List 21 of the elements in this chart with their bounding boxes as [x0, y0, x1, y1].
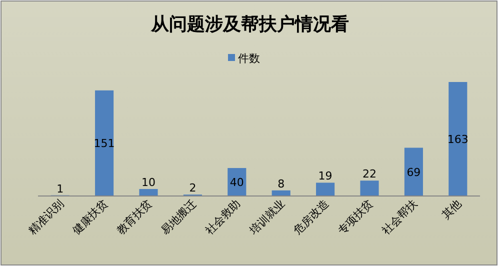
data-label: 8 — [278, 177, 285, 190]
data-label: 163 — [447, 133, 468, 146]
data-label: 40 — [230, 176, 244, 190]
x-tick-label: 健康扶贫 — [70, 196, 110, 238]
x-tick-label: 培训就业 — [246, 196, 288, 238]
x-tick-label: 社会帮扶 — [380, 196, 420, 238]
data-label: 19 — [318, 170, 332, 183]
x-tick-label: 精准识别 — [26, 196, 66, 238]
data-label: 2 — [189, 182, 196, 195]
data-label: 69 — [406, 166, 421, 179]
x-tick-label: 易地搬迁 — [158, 196, 199, 238]
chart-title: 从问题涉及帮扶户情况看 — [150, 14, 349, 35]
x-tick-label: 教育扶贫 — [114, 196, 155, 238]
data-label: 1 — [56, 182, 64, 196]
x-tick-label: 社会救助 — [202, 196, 244, 238]
data-label: 22 — [362, 168, 376, 181]
x-tick-label: 其他 — [439, 196, 464, 222]
legend-label: 件数 — [238, 52, 260, 65]
x-tick-label: 专项扶贫 — [335, 196, 376, 238]
data-label: 10 — [142, 176, 156, 190]
x-tick-label: 危房改造 — [291, 196, 332, 238]
